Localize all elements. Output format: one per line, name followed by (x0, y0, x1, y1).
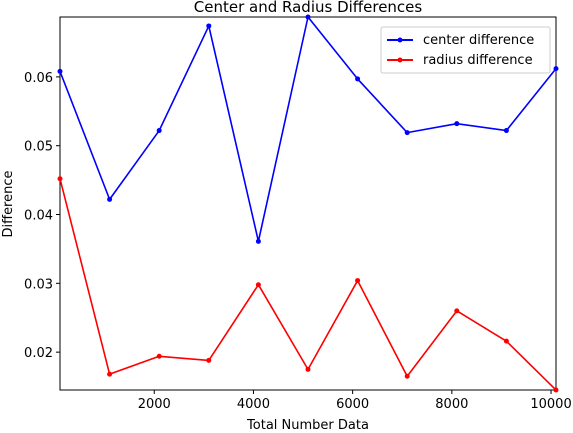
x-axis: 2000 4000 6000 8000 10000 (138, 390, 572, 412)
y-axis: 0.02 0.03 0.04 0.05 0.06 (24, 71, 60, 361)
data-point-center-difference (454, 121, 460, 127)
data-point-center-difference (404, 130, 410, 136)
x-tick-label: 10000 (530, 397, 571, 412)
x-tick-label: 8000 (435, 397, 468, 412)
data-point-center-difference (255, 238, 261, 244)
data-point-radius-difference (503, 338, 509, 344)
data-point-radius-difference (255, 282, 261, 288)
legend-label-radius-difference: radius difference (423, 53, 533, 68)
legend-marker-center-difference (397, 37, 403, 43)
data-point-radius-difference (305, 366, 311, 372)
data-point-center-difference (107, 196, 113, 202)
series-layer (57, 14, 559, 393)
data-point-center-difference (57, 68, 63, 74)
data-point-center-difference (305, 14, 311, 20)
data-point-radius-difference (355, 278, 361, 284)
y-tick-label: 0.03 (24, 277, 53, 292)
legend-box (380, 26, 551, 74)
data-point-center-difference (206, 23, 212, 29)
data-point-center-difference (156, 128, 162, 134)
chart-title: Center and Radius Differences (194, 0, 423, 16)
x-tick-label: 4000 (237, 397, 270, 412)
data-point-radius-difference (57, 176, 63, 182)
y-tick-label: 0.04 (24, 209, 53, 224)
y-tick-label: 0.02 (24, 346, 53, 361)
data-point-center-difference (553, 66, 559, 72)
data-point-radius-difference (206, 357, 212, 363)
data-point-center-difference (503, 128, 509, 134)
data-point-radius-difference (454, 308, 460, 314)
legend-marker-radius-difference (397, 57, 403, 63)
x-axis-label: Total Number Data (246, 418, 369, 433)
data-point-radius-difference (107, 371, 113, 377)
y-tick-label: 0.06 (24, 71, 53, 86)
legend: center difference radius difference (380, 26, 551, 74)
y-tick-label: 0.05 (24, 140, 53, 155)
data-point-radius-difference (404, 373, 410, 379)
x-tick-label: 2000 (138, 397, 171, 412)
data-point-radius-difference (156, 353, 162, 359)
y-axis-label: Difference (1, 170, 16, 237)
legend-label-center-difference: center difference (423, 33, 534, 48)
data-point-radius-difference (553, 387, 559, 393)
data-point-center-difference (355, 76, 361, 82)
x-tick-label: 6000 (336, 397, 369, 412)
